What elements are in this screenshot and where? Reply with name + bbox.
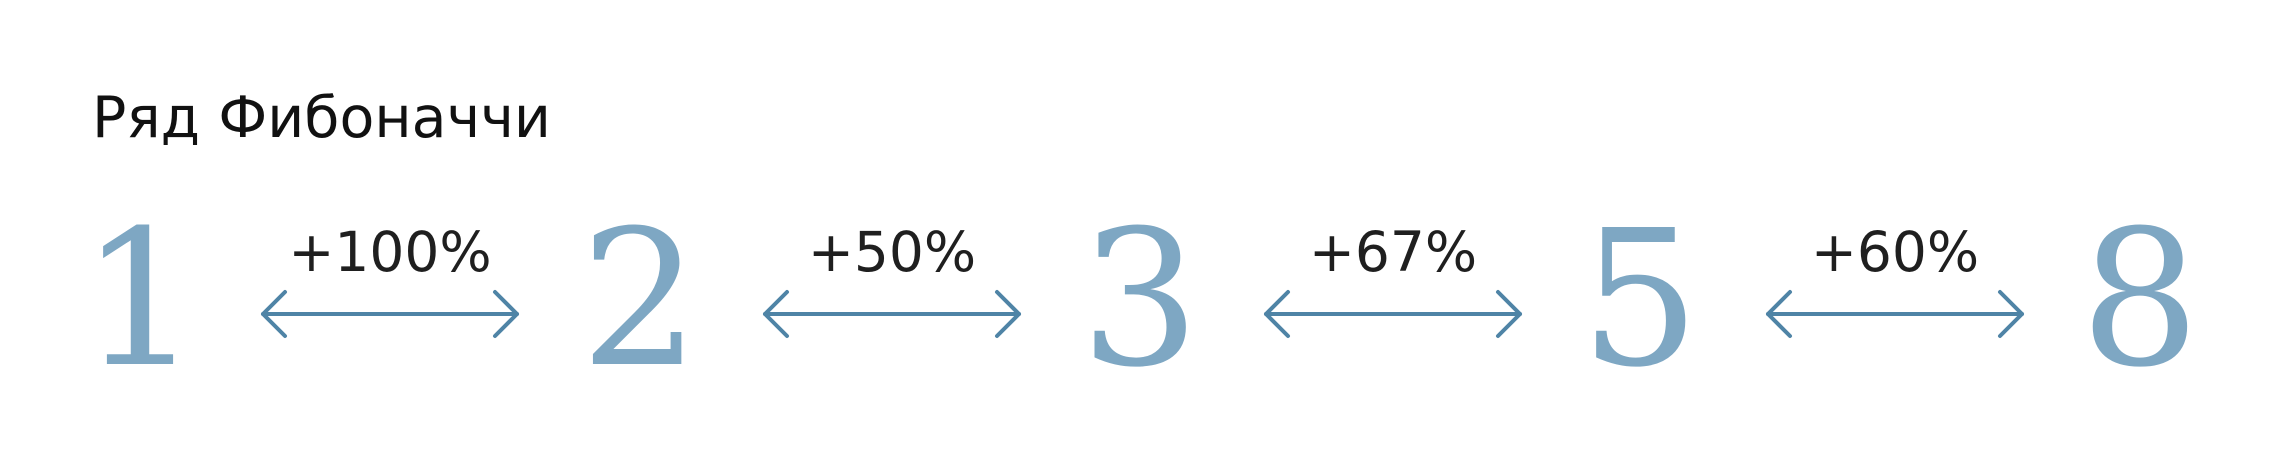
double-arrow-icon	[763, 290, 1021, 338]
number-8: 8	[2080, 190, 2200, 409]
step-2-3: +50%	[757, 218, 1027, 348]
diagram-title: Ряд Фибоначчи	[92, 85, 551, 151]
number-3: 3	[1080, 190, 1200, 409]
double-arrow-icon	[261, 290, 519, 338]
step-percent-label: +67%	[1308, 220, 1478, 284]
number-2: 2	[580, 190, 700, 409]
double-arrow-icon	[1264, 290, 1522, 338]
double-arrow-icon	[1766, 290, 2024, 338]
step-percent-label: +50%	[807, 220, 977, 284]
step-5-8: +60%	[1760, 218, 2030, 348]
step-percent-label: +60%	[1810, 220, 1980, 284]
step-1-2: +100%	[255, 218, 525, 348]
step-3-5: +67%	[1258, 218, 1528, 348]
number-1: 1	[80, 190, 200, 409]
step-percent-label: +100%	[288, 220, 492, 284]
number-5: 5	[1580, 190, 1700, 409]
